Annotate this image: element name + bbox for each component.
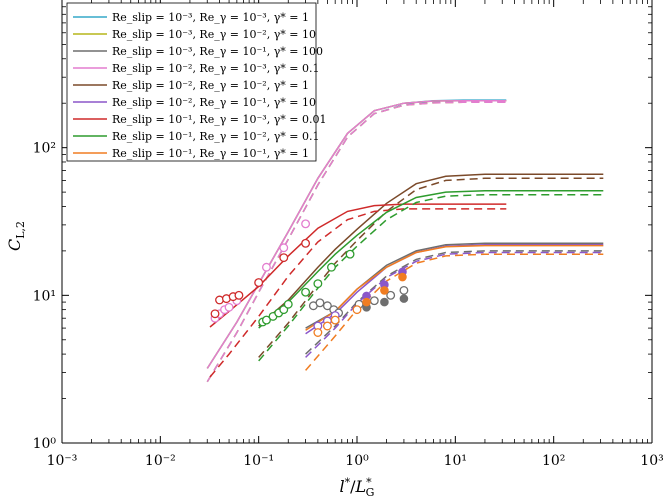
series-2-filled-marker [399, 294, 409, 303]
series-7-open-marker [345, 249, 355, 259]
series-7-open-marker [262, 315, 271, 325]
series-2-open-marker [386, 290, 396, 300]
x-tick-labels: 10⁻³ 10⁻² 10⁻¹ 10⁰ 10¹ 10² 10³ [47, 453, 664, 469]
series-6-solid-line [209, 203, 507, 328]
series-8-open-marker [322, 321, 332, 331]
series-6-dashed-line [209, 208, 507, 378]
series-3-open-marker [301, 219, 311, 229]
series-8-open-marker [352, 305, 362, 315]
legend-entry: Re_slip = 10⁻¹, Re_γ = 10⁻², γ* = 0.1 [112, 130, 320, 143]
legend-entry: Re_slip = 10⁻², Re_γ = 10⁻², γ* = 1 [112, 79, 309, 92]
series-6-open-marker [301, 238, 311, 248]
series-7-solid-line [258, 190, 604, 329]
legend-entry: Re_slip = 10⁻², Re_γ = 10⁻³, γ* = 0.1 [112, 62, 320, 75]
series-2-open-marker [315, 298, 325, 308]
series-layer [206, 99, 604, 383]
series-7-dashed-line [258, 193, 604, 362]
series-2-open-marker [369, 296, 379, 306]
series-3-open-marker [279, 243, 289, 253]
series-2-open-marker [399, 285, 409, 295]
series-2-dashed-line [305, 250, 604, 355]
legend-entry: Re_slip = 10⁻¹, Re_γ = 10⁻¹, γ* = 1 [112, 147, 309, 160]
x-tick-label: 10⁻³ [47, 453, 78, 469]
x-tick-label: 10³ [640, 453, 663, 469]
legend-entry: Re_slip = 10⁻³, Re_γ = 10⁻², γ* = 10 [112, 28, 316, 41]
x-axis-label: l*/L* G [340, 476, 375, 498]
x-tick-label: 10⁰ [345, 453, 369, 469]
series-8-filled-marker [380, 286, 389, 295]
series-6-open-marker [279, 253, 289, 263]
series-7-open-marker [327, 262, 336, 272]
y-tick-label: 10² [33, 141, 56, 157]
series-5-dashed-line [305, 251, 604, 358]
series-8-dashed-line [305, 253, 604, 371]
series-6-open-marker [210, 309, 220, 319]
legend-entry: Re_slip = 10⁻¹, Re_γ = 10⁻³, γ* = 0.01 [112, 113, 327, 126]
series-8-open-marker [330, 315, 340, 325]
series-6-open-marker [254, 278, 264, 288]
x-tick-label: 10¹ [444, 453, 467, 469]
y-tick-labels: 10⁰ 10¹ 10² [33, 141, 57, 452]
x-tick-label: 10⁻¹ [243, 453, 274, 469]
series-7-open-marker [313, 279, 323, 289]
legend: Re_slip = 10⁻³, Re_γ = 10⁻³, γ* = 1 Re_sl… [66, 2, 327, 162]
series-3-open-marker [262, 262, 271, 272]
x-tick-label: 10⁻² [145, 453, 176, 469]
series-7-open-marker [301, 287, 311, 297]
series-8-filled-marker [362, 297, 371, 307]
y-axis-label: CL,2 [5, 221, 27, 251]
series-8-solid-line [305, 244, 604, 331]
x-tick-label: 10² [542, 453, 565, 469]
series-6-open-marker [234, 290, 244, 300]
legend-box [66, 2, 317, 162]
legend-entry: Re_slip = 10⁻², Re_γ = 10⁻¹, γ* = 10 [112, 96, 316, 109]
series-8-open-marker [313, 328, 323, 337]
legend-entry: Re_slip = 10⁻³, Re_γ = 10⁻¹, γ* = 100 [112, 45, 323, 58]
series-3-solid-line [206, 99, 507, 369]
marker-layer [210, 219, 409, 337]
series-3-open-marker [224, 302, 234, 312]
series-8-filled-marker [398, 272, 407, 282]
legend-entry: Re_slip = 10⁻³, Re_γ = 10⁻³, γ* = 1 [112, 11, 309, 24]
series-2-filled-marker [380, 297, 389, 307]
series-7-open-marker [283, 299, 293, 309]
series-2-open-marker [322, 301, 332, 311]
y-tick-label: 10⁰ [33, 436, 57, 452]
y-tick-label: 10¹ [33, 288, 56, 304]
series-4-solid-line [258, 173, 604, 327]
